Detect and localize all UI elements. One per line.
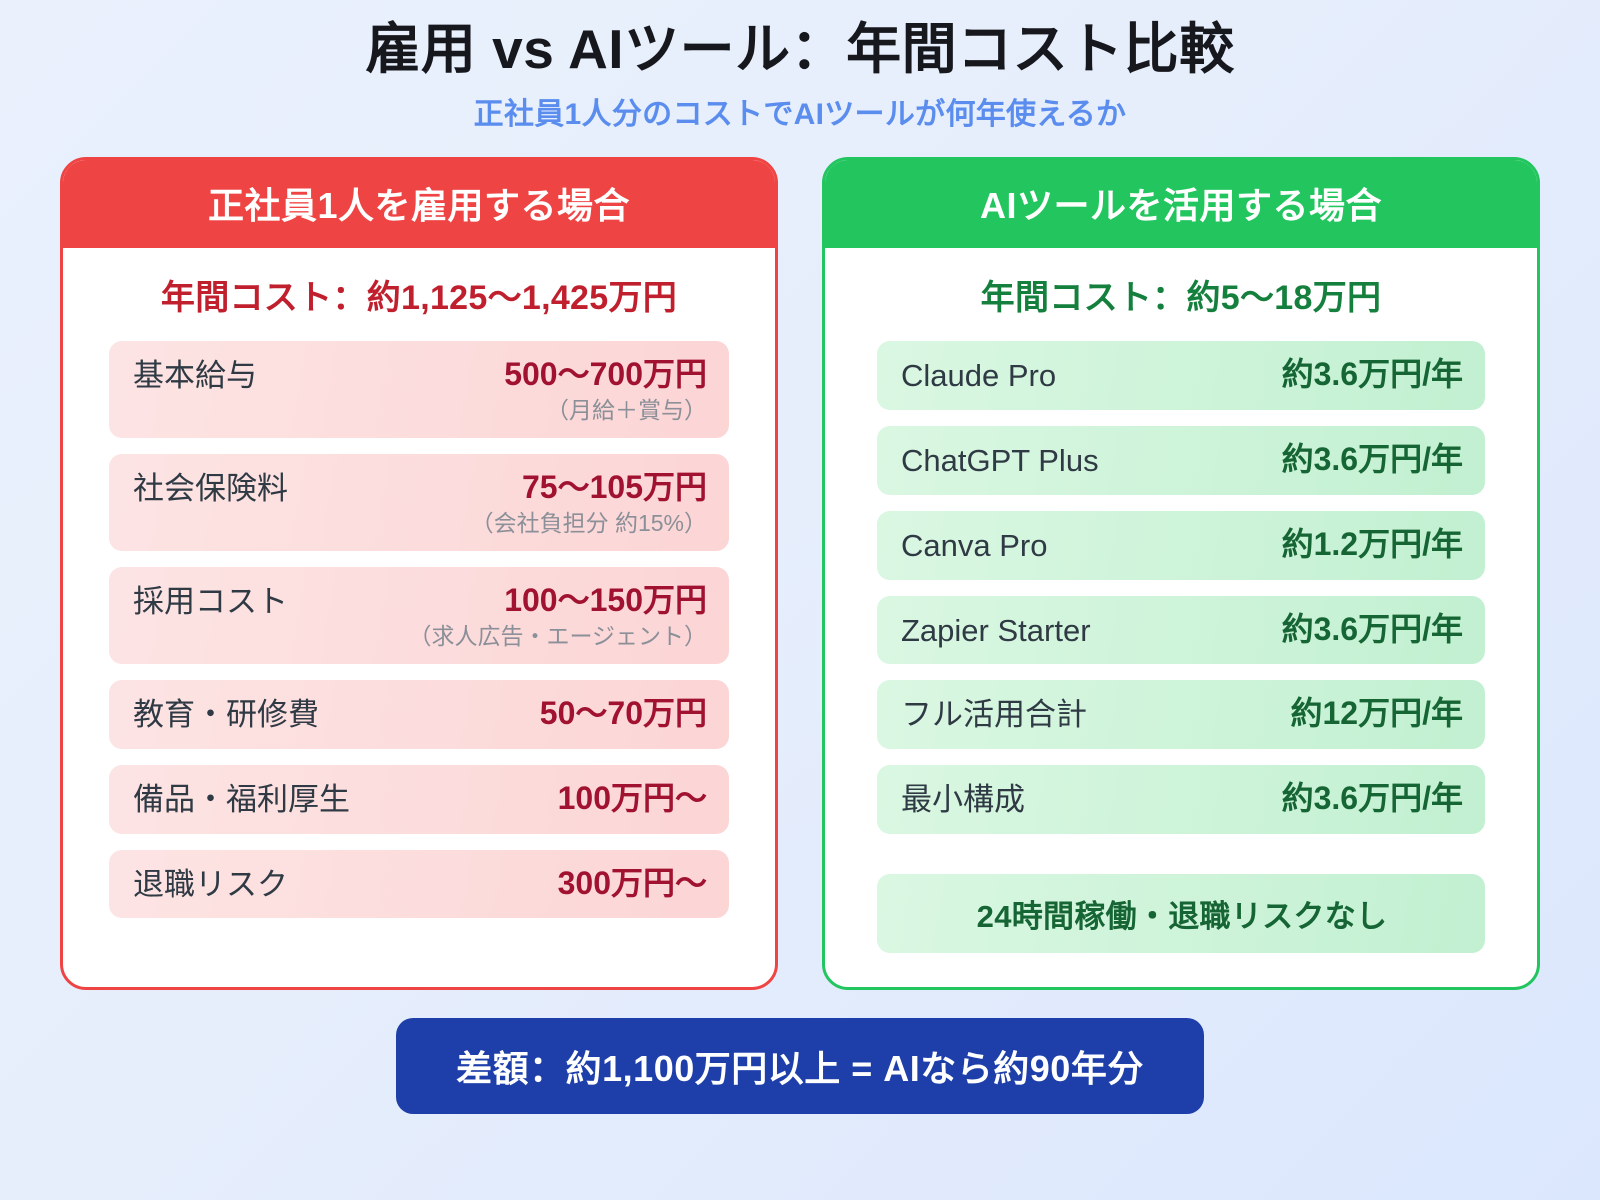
row-value: 約3.6万円/年 xyxy=(1281,780,1463,816)
table-row: ChatGPT Plus 約3.6万円/年 xyxy=(877,426,1485,495)
hiring-card-body: 年間コスト：約1,125〜1,425万円 基本給与 500〜700万円 （月給＋… xyxy=(63,248,775,987)
page-subtitle: 正社員1人分のコストでAIツールが何年使えるか xyxy=(473,98,1127,132)
row-value: 約3.6万円/年 xyxy=(1281,610,1463,647)
ai-highlight-row: 24時間稼働・退職リスクなし xyxy=(877,873,1485,953)
table-row: 退職リスク 300万円〜 xyxy=(109,849,729,919)
row-value: 300万円〜 xyxy=(557,864,707,901)
table-row: 採用コスト 100〜150万円 （求人広告・エージェント） xyxy=(109,567,729,665)
row-label: 採用コスト xyxy=(133,584,288,620)
ai-total-cost: 年間コスト：約5〜18万円 xyxy=(980,279,1382,318)
hiring-card-header: 正社員1人を雇用する場合 xyxy=(63,160,775,249)
table-row: 教育・研修費 50〜70万円 xyxy=(109,680,729,749)
row-right: 約3.6万円/年 xyxy=(1282,610,1463,648)
row-right: 300万円〜 xyxy=(558,864,707,902)
table-row: Claude Pro 約3.6万円/年 xyxy=(877,341,1485,410)
row-label: 社会保険料 xyxy=(133,471,288,507)
row-value: 100〜150万円 xyxy=(504,582,707,619)
row-label: 最小構成 xyxy=(901,782,1025,817)
ai-card-body: 年間コスト：約5〜18万円 Claude Pro 約3.6万円/年 ChatGP… xyxy=(825,248,1537,987)
row-label: 教育・研修費 xyxy=(133,697,319,733)
row-label: 備品・福利厚生 xyxy=(133,781,350,817)
row-right: 50〜70万円 xyxy=(540,694,707,732)
row-right: 約3.6万円/年 xyxy=(1282,355,1463,393)
page-header: 雇用 vs AIツール：年間コスト比較 正社員1人分のコストでAIツールが何年使… xyxy=(60,0,1540,133)
summary-banner: 差額：約1,100万円以上 = AIなら約90年分 xyxy=(396,1017,1204,1114)
table-row: フル活用合計 約12万円/年 xyxy=(877,680,1485,749)
row-value: 100万円〜 xyxy=(557,779,707,816)
table-row: 社会保険料 75〜105万円 （会社負担分 約15%） xyxy=(109,454,729,552)
ai-highlight-text: 24時間稼働・退職リスクなし xyxy=(976,898,1388,934)
ai-card-header: AIツールを活用する場合 xyxy=(825,160,1537,249)
comparison-cards: 正社員1人を雇用する場合 年間コスト：約1,125〜1,425万円 基本給与 5… xyxy=(60,157,1540,990)
row-label: ChatGPT Plus xyxy=(901,443,1099,478)
row-right: 約3.6万円/年 xyxy=(1282,779,1463,817)
ai-cost-card: AIツールを活用する場合 年間コスト：約5〜18万円 Claude Pro 約3… xyxy=(822,157,1540,990)
row-value: 75〜105万円 xyxy=(522,469,707,506)
row-right: 75〜105万円 （会社負担分 約15%） xyxy=(471,468,707,537)
row-label: フル活用合計 xyxy=(901,697,1087,733)
row-note: （会社負担分 約15%） xyxy=(470,509,707,536)
table-row: 基本給与 500〜700万円 （月給＋賞与） xyxy=(109,341,729,439)
row-label: 基本給与 xyxy=(133,358,257,394)
row-value: 約3.6万円/年 xyxy=(1281,356,1463,393)
hiring-total-cost: 年間コスト：約1,125〜1,425万円 xyxy=(160,279,678,318)
row-right: 100万円〜 xyxy=(558,779,707,817)
page-title: 雇用 vs AIツール：年間コスト比較 xyxy=(365,18,1235,80)
row-value: 約3.6万円/年 xyxy=(1281,441,1463,477)
row-label: 退職リスク xyxy=(133,866,288,902)
row-right: 約12万円/年 xyxy=(1291,694,1464,732)
row-value: 500〜700万円 xyxy=(504,356,707,393)
row-right: 100〜150万円 （求人広告・エージェント） xyxy=(408,581,707,650)
row-label: Claude Pro xyxy=(901,358,1057,394)
table-row: 最小構成 約3.6万円/年 xyxy=(877,765,1485,834)
summary-banner-wrap: 差額：約1,100万円以上 = AIなら約90年分 xyxy=(60,1017,1540,1114)
ai-cost-rows: Claude Pro 約3.6万円/年 ChatGPT Plus 約3.6万円/… xyxy=(877,341,1485,953)
hiring-cost-card: 正社員1人を雇用する場合 年間コスト：約1,125〜1,425万円 基本給与 5… xyxy=(60,157,778,990)
table-row: Zapier Starter 約3.6万円/年 xyxy=(877,595,1485,665)
row-value: 50〜70万円 xyxy=(539,695,707,732)
row-value: 約1.2万円/年 xyxy=(1281,525,1463,562)
row-value: 約12万円/年 xyxy=(1290,695,1464,732)
table-row: 備品・福利厚生 100万円〜 xyxy=(109,764,729,834)
row-label: Zapier Starter xyxy=(901,612,1091,648)
row-right: 500〜700万円 （月給＋賞与） xyxy=(504,355,707,424)
row-note: （求人広告・エージェント） xyxy=(408,622,707,649)
row-label: Canva Pro xyxy=(901,527,1048,563)
hiring-cost-rows: 基本給与 500〜700万円 （月給＋賞与） 社会保険料 75〜105万円 （会… xyxy=(109,341,729,919)
row-right: 約1.2万円/年 xyxy=(1282,525,1463,563)
table-row: Canva Pro 約1.2万円/年 xyxy=(877,510,1485,580)
row-note: （月給＋賞与） xyxy=(546,396,707,423)
row-right: 約3.6万円/年 xyxy=(1282,440,1463,478)
